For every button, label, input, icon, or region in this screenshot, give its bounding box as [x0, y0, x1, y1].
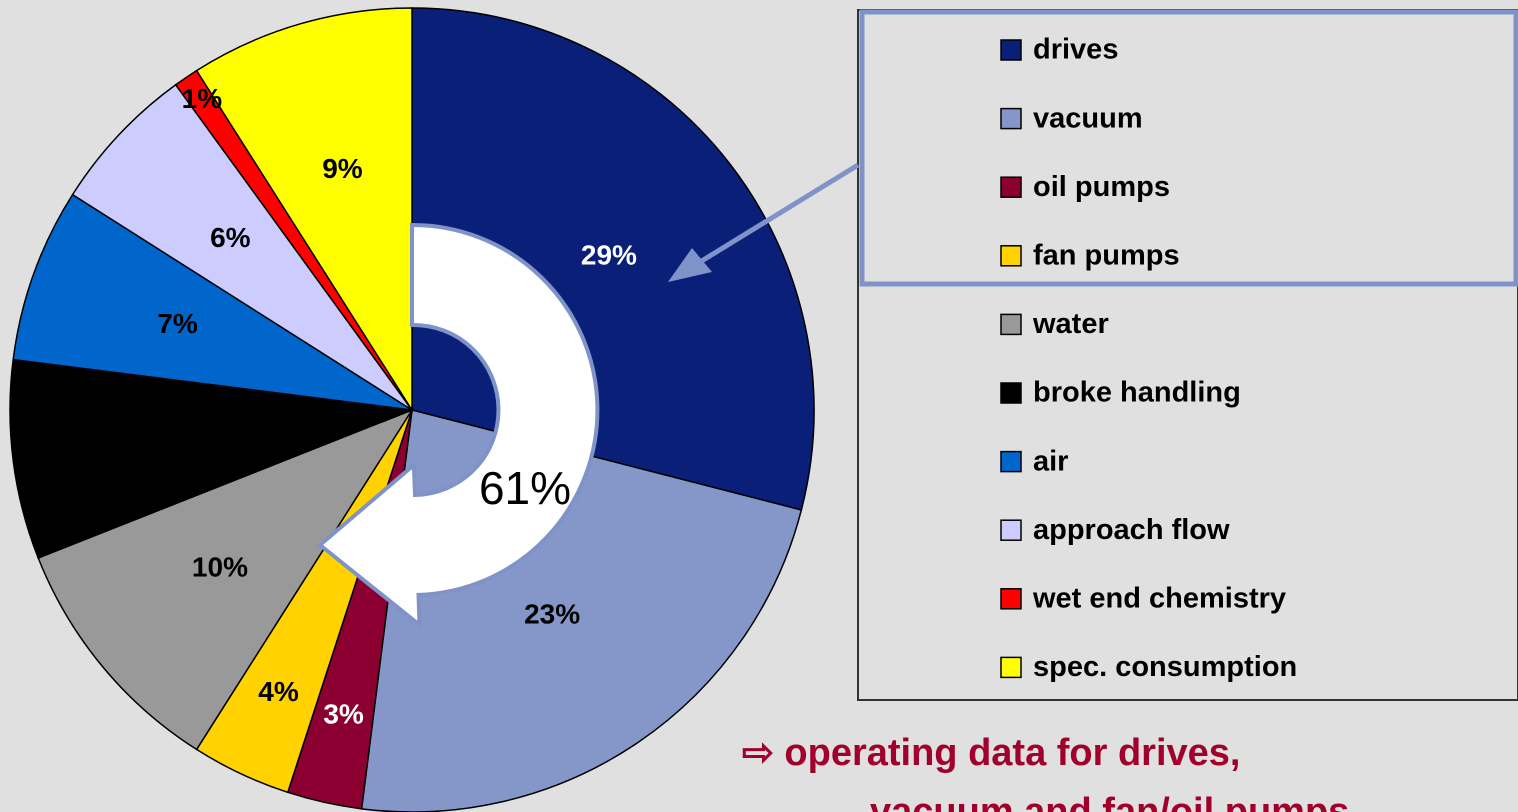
callout-arrow — [698, 162, 860, 265]
legend-label: water — [1032, 308, 1109, 340]
legend-swatch — [1000, 39, 1022, 61]
legend-swatch — [1000, 519, 1022, 541]
legend-swatch — [1000, 382, 1022, 404]
legend-swatch — [1000, 588, 1022, 610]
pie-slice — [195, 7, 413, 413]
legend-swatch — [1000, 656, 1022, 679]
pie-slice — [12, 193, 413, 411]
legend-label: air — [1033, 445, 1068, 477]
legend-label: spec. consumption — [1033, 651, 1297, 683]
legend-label: oil pumps — [1033, 171, 1170, 203]
data-label: 23% — [524, 599, 580, 630]
data-label: 1% — [182, 83, 223, 114]
data-label: 4% — [258, 676, 299, 707]
legend-swatch — [1000, 107, 1022, 130]
pie-slice — [71, 83, 413, 411]
callout-arrowhead — [668, 248, 712, 282]
legend-label: fan pumps — [1033, 239, 1180, 271]
pie: 29% 23% 3% 4% 10% 8% 7% 6% 1% 9% — [9, 7, 815, 812]
legend-label: broke handling — [1033, 377, 1241, 409]
legend-label: wet end chemistry — [1032, 582, 1286, 614]
data-label: 29% — [581, 240, 637, 271]
data-label: 6% — [210, 222, 251, 253]
legend-label: drives — [1033, 34, 1118, 66]
data-label: 7% — [157, 308, 198, 339]
legend-swatch — [1000, 245, 1022, 267]
pie-slice — [37, 408, 414, 751]
legend-label: approach flow — [1033, 514, 1230, 546]
data-label: 10% — [192, 551, 248, 582]
legend-swatch — [1000, 313, 1022, 336]
cycle-arrow — [316, 222, 600, 630]
legend: drives vacuum oil pumps fan pumps water broke… — [1000, 34, 1297, 683]
legend-highlight — [859, 9, 1518, 287]
note: vacuum and fan/oil pumps — [870, 791, 1349, 812]
data-label: 9% — [322, 153, 363, 184]
note: ⇨ operating data for drives, — [742, 732, 1241, 774]
annotation: 61% — [479, 462, 571, 514]
data-label: 8% — [144, 424, 185, 455]
legend-label: vacuum — [1033, 102, 1143, 134]
legend-swatch — [1000, 450, 1022, 473]
data-label: 3% — [323, 698, 364, 729]
legend-swatch — [1000, 176, 1022, 198]
pie-slice — [9, 358, 413, 559]
